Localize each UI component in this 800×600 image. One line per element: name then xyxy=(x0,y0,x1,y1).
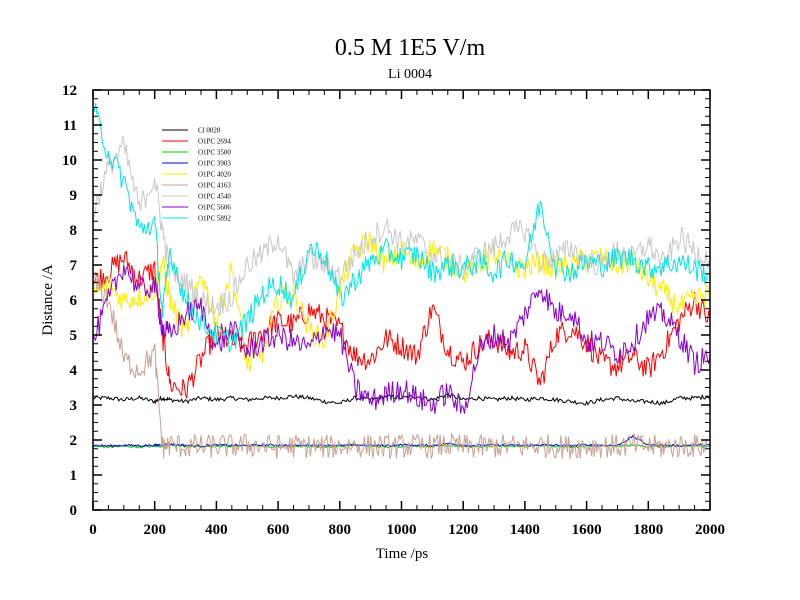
y-tick-label: 12 xyxy=(62,83,77,99)
x-tick-label: 2000 xyxy=(695,522,725,538)
y-tick-label: 10 xyxy=(62,153,77,169)
y-tick-label: 3 xyxy=(70,398,78,414)
legend: Cl 0028 O1PC 2694 O1PC 3500 O1PC 3903 O1PC 4… xyxy=(162,127,231,223)
legend-label-7: O1PC 5606 xyxy=(198,204,231,212)
series-layer xyxy=(92,103,711,460)
x-tick-label: 1200 xyxy=(448,522,478,538)
series-line-3 xyxy=(92,434,711,448)
y-tick-label: 2 xyxy=(70,433,78,449)
series-line-7 xyxy=(92,264,711,414)
legend-label-2: O1PC 3500 xyxy=(198,149,231,157)
x-tick-label: 0 xyxy=(89,522,97,538)
y-tick-label: 5 xyxy=(70,328,78,344)
y-tick-label: 7 xyxy=(70,258,78,274)
chart-title: 0.5 M 1E5 V/m xyxy=(335,35,486,61)
legend-label-5: O1PC 4163 xyxy=(198,182,231,190)
series-line-6 xyxy=(92,136,711,317)
y-tick-label: 9 xyxy=(70,188,78,204)
legend-label-8: O1PC 5892 xyxy=(198,215,231,223)
legend-label-6: O1PC 4540 xyxy=(198,193,231,201)
y-tick-label: 11 xyxy=(63,118,77,134)
legend-label-4: O1PC 4020 xyxy=(198,171,231,179)
x-tick-label: 1600 xyxy=(572,522,602,538)
series-line-5 xyxy=(92,271,711,460)
x-axis-label: Time /ps xyxy=(376,546,429,562)
y-tick-label: 8 xyxy=(70,223,78,239)
x-tick-label: 400 xyxy=(205,522,228,538)
x-tick-label: 1400 xyxy=(510,522,540,538)
x-tick-label: 600 xyxy=(267,522,290,538)
series-line-8 xyxy=(92,103,711,353)
y-axis-label: Distance /A xyxy=(40,264,56,335)
x-tick-label: 200 xyxy=(143,522,166,538)
legend-label-1: O1PC 2694 xyxy=(198,138,231,146)
y-tick-label: 4 xyxy=(70,363,78,379)
x-tick-label: 1800 xyxy=(633,522,663,538)
axes-layer: 0 200 400 600 800 1000 1200 1400 1600 1800 2000012… xyxy=(62,83,725,538)
y-tick-label: 6 xyxy=(70,293,78,309)
y-tick-label: 1 xyxy=(70,468,78,484)
x-tick-label: 800 xyxy=(329,522,352,538)
y-tick-label: 0 xyxy=(70,503,78,519)
legend-label-0: Cl 0028 xyxy=(198,127,221,135)
legend-label-3: O1PC 3903 xyxy=(198,160,231,168)
chart-subtitle: Li 0004 xyxy=(388,67,432,82)
x-tick-label: 1000 xyxy=(387,522,417,538)
series-line-1 xyxy=(92,250,711,400)
